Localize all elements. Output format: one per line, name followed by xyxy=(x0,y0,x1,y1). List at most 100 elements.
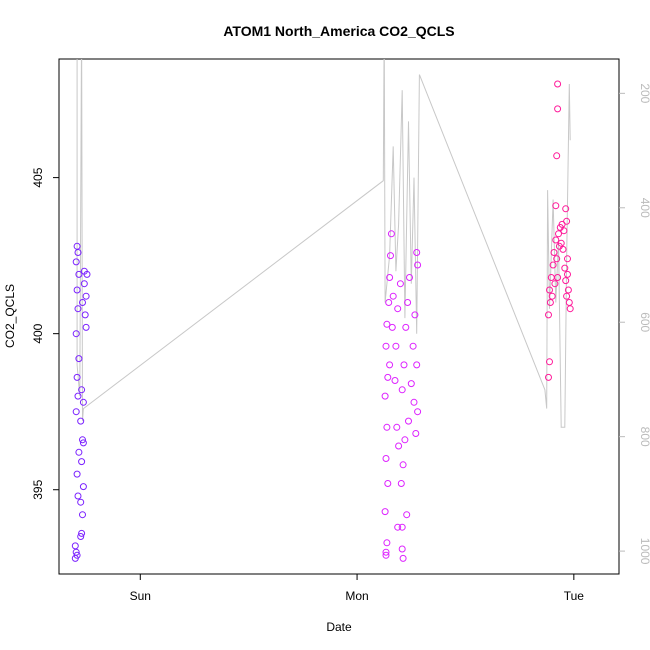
data-point xyxy=(546,299,554,306)
scatter-points xyxy=(71,80,574,562)
data-point xyxy=(398,545,406,553)
data-point xyxy=(411,311,419,319)
y2-tick-label: 400 xyxy=(638,198,650,218)
data-point xyxy=(72,258,80,266)
data-point xyxy=(387,252,394,260)
data-point xyxy=(82,323,90,331)
data-point xyxy=(551,280,559,288)
data-point xyxy=(560,227,568,235)
data-point xyxy=(413,361,421,369)
data-point xyxy=(79,439,87,447)
data-point xyxy=(398,523,406,531)
data-point xyxy=(386,274,394,281)
data-point xyxy=(382,342,390,350)
y-axis-label: CO2_QCLS xyxy=(3,284,17,348)
data-point xyxy=(394,523,402,531)
data-point xyxy=(563,292,571,300)
data-point xyxy=(80,280,88,288)
data-point xyxy=(71,542,79,550)
data-point xyxy=(389,292,397,300)
data-point xyxy=(550,249,558,256)
data-point xyxy=(391,377,399,384)
data-point xyxy=(78,529,86,537)
data-point xyxy=(75,355,83,363)
data-point xyxy=(548,292,556,300)
data-point xyxy=(384,373,392,381)
data-point xyxy=(413,249,421,256)
data-point xyxy=(545,373,552,381)
data-point xyxy=(73,373,81,381)
data-point xyxy=(398,386,406,394)
data-point xyxy=(82,292,90,300)
data-point xyxy=(73,242,81,250)
data-point xyxy=(565,299,573,306)
data-point xyxy=(385,299,393,306)
data-point xyxy=(75,448,83,456)
data-point xyxy=(79,398,87,406)
data-point xyxy=(75,270,83,278)
data-point xyxy=(553,255,561,263)
data-point xyxy=(78,458,86,466)
x-tick-label: Mon xyxy=(345,589,368,603)
data-point xyxy=(77,417,85,425)
data-point xyxy=(564,255,571,263)
data-point xyxy=(80,267,88,275)
chart-title: ATOM1 North_America CO2_QCLS xyxy=(223,23,454,39)
data-point xyxy=(545,311,552,319)
data-point xyxy=(73,286,81,294)
data-point xyxy=(562,205,570,213)
data-point xyxy=(409,342,417,350)
data-point xyxy=(72,330,80,338)
data-point xyxy=(554,80,562,88)
data-point xyxy=(407,380,415,388)
data-point xyxy=(382,455,390,462)
data-point xyxy=(396,280,404,288)
data-point xyxy=(382,551,390,559)
data-point xyxy=(557,239,565,247)
data-point xyxy=(392,342,400,350)
data-point xyxy=(77,533,85,540)
y2-tick-label: 200 xyxy=(638,83,650,103)
data-point xyxy=(559,245,567,253)
data-point xyxy=(405,417,412,425)
data-point xyxy=(384,480,392,487)
data-point xyxy=(74,392,82,400)
data-point xyxy=(561,264,569,272)
data-point xyxy=(77,498,85,506)
data-point xyxy=(563,217,571,225)
data-point xyxy=(73,551,81,559)
trajectory-lines xyxy=(76,59,571,428)
y-tick-label: 400 xyxy=(31,323,45,343)
data-point xyxy=(566,305,574,313)
data-point xyxy=(410,398,418,406)
data-point xyxy=(395,442,403,450)
data-point xyxy=(79,299,86,306)
data-point xyxy=(388,323,396,331)
data-point xyxy=(381,392,389,400)
x-tick-label: Sun xyxy=(130,589,151,603)
plot-area xyxy=(58,58,620,575)
data-point xyxy=(381,508,389,516)
data-point xyxy=(74,492,82,500)
data-point xyxy=(399,554,407,562)
y-tick-label: 405 xyxy=(31,167,45,187)
data-point xyxy=(383,539,391,547)
data-point xyxy=(383,320,391,328)
data-point xyxy=(73,470,81,478)
data-point xyxy=(564,270,571,278)
data-point xyxy=(401,436,409,444)
data-point xyxy=(397,480,405,487)
data-point xyxy=(414,408,422,416)
data-point xyxy=(546,358,553,366)
x-tick-label: Tue xyxy=(564,589,585,603)
data-point xyxy=(72,408,80,416)
data-point xyxy=(386,361,394,369)
data-point xyxy=(402,323,410,331)
y-axis: 395 400 405 xyxy=(31,167,59,500)
x-axis-label: Date xyxy=(326,620,352,634)
data-point xyxy=(553,152,561,160)
data-point xyxy=(552,236,560,244)
data-point xyxy=(552,202,560,210)
data-point xyxy=(81,311,89,319)
data-point xyxy=(555,230,562,238)
